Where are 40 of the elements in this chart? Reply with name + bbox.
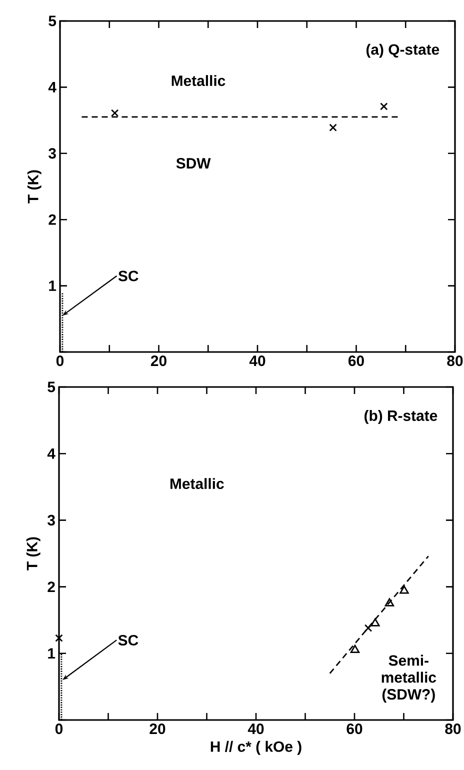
point [364, 624, 372, 632]
point [55, 634, 63, 642]
x-tick-label: 60 [346, 724, 362, 734]
y-tick-label: 3 [48, 148, 56, 159]
point [384, 598, 394, 606]
y-tick-label: 1 [49, 280, 56, 291]
point [370, 618, 380, 626]
x-tick-label: 60 [348, 356, 364, 366]
x-tick-label: 0 [56, 356, 64, 366]
x-tick-label: 40 [248, 724, 264, 734]
text: (a) Q-state [366, 44, 440, 58]
y-tick-label: 4 [48, 82, 56, 92]
annotation: SDW [176, 158, 211, 169]
point [400, 586, 409, 594]
y-tick-label: 2 [48, 582, 55, 592]
y-tick-label: 3 [48, 514, 55, 526]
point [380, 102, 388, 110]
text: (b) R-state [364, 410, 438, 424]
x-tick-label: 20 [150, 356, 166, 366]
annotation: Semi- metallic (SDW?) [382, 654, 436, 703]
annotation: SC [118, 270, 138, 282]
annotation: SC [118, 634, 138, 646]
x-tick-label: 80 [445, 724, 461, 734]
y-tick-label: 5 [48, 16, 56, 26]
y-tick-label: 2 [48, 214, 56, 225]
y-tick-label: 5 [48, 382, 56, 392]
point [329, 124, 337, 132]
x-tick-label: 80 [447, 356, 463, 366]
x-axis-title: H // c* ( kOe ) [210, 740, 302, 755]
point [110, 109, 119, 117]
x-tick-label: 0 [55, 724, 63, 734]
y-axis-title: T (K) [27, 170, 42, 204]
point [350, 644, 360, 654]
y-tick-label: 1 [48, 648, 56, 659]
x-tick-label: 40 [249, 356, 266, 366]
y-tick-label: 4 [47, 448, 56, 459]
y-axis-title: T (K) [26, 537, 40, 570]
annotation: Metallic [172, 75, 226, 86]
x-tick-label: 20 [150, 724, 166, 734]
annotation: Metallic [170, 478, 224, 490]
